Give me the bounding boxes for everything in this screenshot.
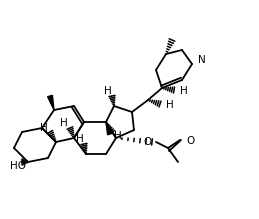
- Polygon shape: [48, 95, 54, 110]
- Text: H: H: [166, 100, 174, 110]
- Text: H: H: [40, 123, 48, 133]
- Text: N: N: [198, 55, 206, 65]
- Polygon shape: [106, 122, 112, 135]
- Text: H: H: [76, 134, 84, 144]
- Text: H: H: [114, 131, 122, 141]
- Text: H: H: [180, 86, 188, 96]
- Text: HO: HO: [10, 161, 26, 171]
- Text: O: O: [186, 136, 194, 146]
- Text: H: H: [104, 86, 112, 96]
- Text: O: O: [143, 137, 151, 147]
- Text: H: H: [60, 118, 68, 128]
